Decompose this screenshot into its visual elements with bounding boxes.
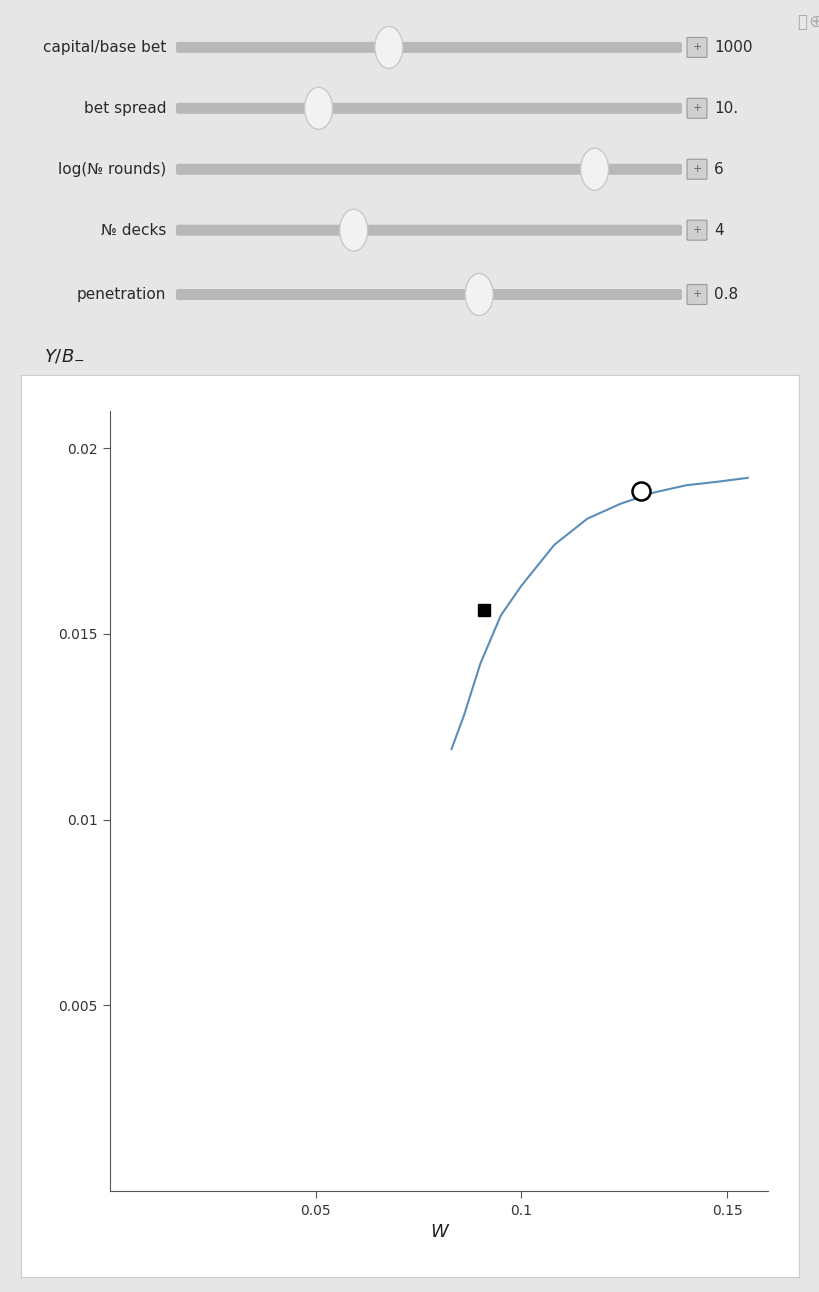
Text: capital/base bet: capital/base bet xyxy=(43,40,165,54)
Text: penetration: penetration xyxy=(76,287,165,302)
FancyBboxPatch shape xyxy=(176,289,681,300)
Text: +: + xyxy=(691,225,701,235)
FancyBboxPatch shape xyxy=(686,220,706,240)
Text: +: + xyxy=(691,43,701,53)
Text: +: + xyxy=(691,103,701,114)
Ellipse shape xyxy=(580,149,608,190)
Text: 1000: 1000 xyxy=(713,40,752,54)
Text: +: + xyxy=(691,164,701,174)
FancyBboxPatch shape xyxy=(176,225,681,235)
Text: $Y/\mathit{B}_{-}$: $Y/\mathit{B}_{-}$ xyxy=(44,346,85,364)
FancyBboxPatch shape xyxy=(176,103,681,114)
Text: 10.: 10. xyxy=(713,101,737,116)
Ellipse shape xyxy=(339,209,367,251)
Ellipse shape xyxy=(304,88,333,129)
FancyBboxPatch shape xyxy=(686,159,706,180)
Text: 6: 6 xyxy=(713,162,723,177)
Text: 4: 4 xyxy=(713,222,722,238)
Text: ⊕: ⊕ xyxy=(808,13,819,31)
Text: +: + xyxy=(691,289,701,300)
X-axis label: W: W xyxy=(430,1224,447,1242)
FancyBboxPatch shape xyxy=(176,41,681,53)
FancyBboxPatch shape xyxy=(686,37,706,57)
Ellipse shape xyxy=(464,274,492,315)
Text: Ⓤ: Ⓤ xyxy=(796,13,806,31)
FancyBboxPatch shape xyxy=(686,98,706,119)
Text: 0.8: 0.8 xyxy=(713,287,737,302)
FancyBboxPatch shape xyxy=(176,164,681,174)
Ellipse shape xyxy=(374,26,402,68)
Text: bet spread: bet spread xyxy=(84,101,165,116)
Text: № decks: № decks xyxy=(101,222,165,238)
FancyBboxPatch shape xyxy=(686,284,706,305)
Text: log(№ rounds): log(№ rounds) xyxy=(57,162,165,177)
